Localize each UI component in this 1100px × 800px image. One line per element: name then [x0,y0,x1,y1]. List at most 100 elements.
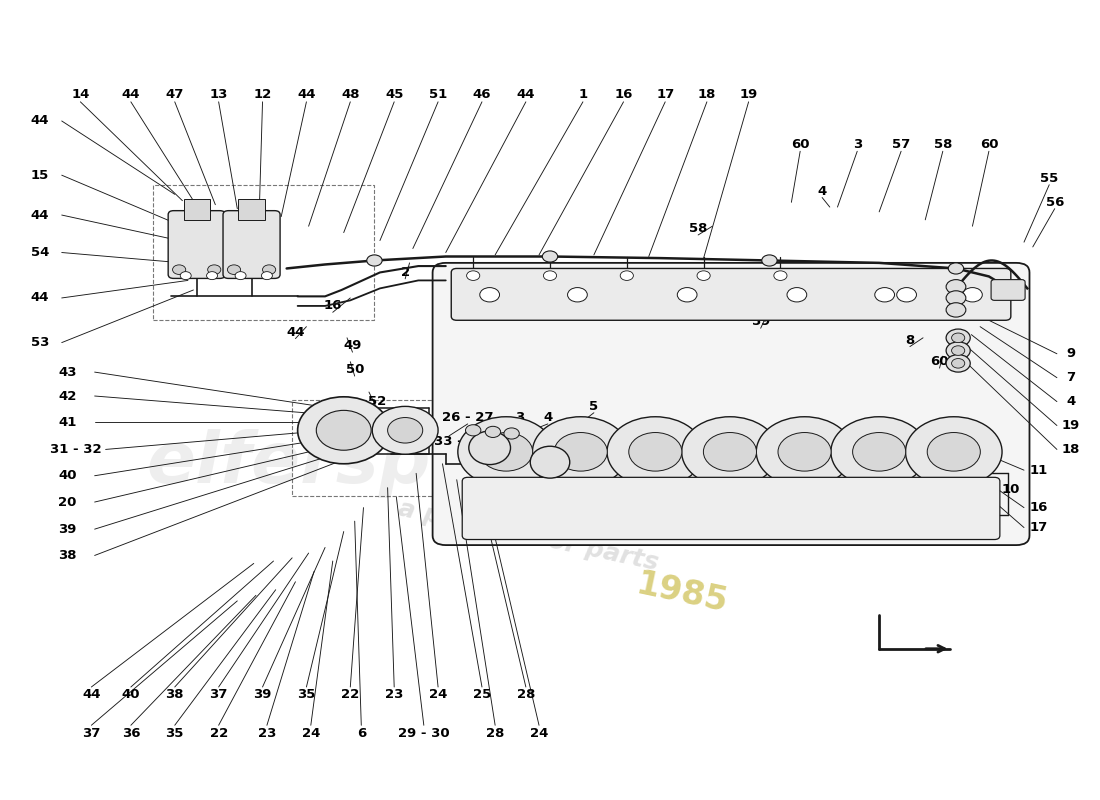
Text: 19: 19 [1063,419,1080,432]
Text: 41: 41 [58,416,76,429]
Text: 11: 11 [1030,464,1047,477]
Circle shape [682,417,778,487]
Text: 53: 53 [31,336,50,349]
Circle shape [786,287,806,302]
Text: 18: 18 [659,467,678,480]
Circle shape [962,287,982,302]
Text: 42: 42 [58,390,76,402]
Text: 6: 6 [356,726,366,740]
Text: 51: 51 [429,88,448,101]
Circle shape [946,329,970,346]
Text: 49: 49 [343,339,362,352]
Circle shape [952,346,965,355]
Text: 58: 58 [689,222,707,235]
Text: 14: 14 [72,88,89,101]
Circle shape [317,410,371,450]
Circle shape [485,426,501,438]
Text: 44: 44 [297,88,316,101]
Circle shape [262,272,273,280]
Text: 26 - 27: 26 - 27 [442,411,494,424]
Circle shape [458,417,554,487]
Circle shape [387,418,422,443]
Text: 40: 40 [58,470,77,482]
Text: 24: 24 [530,726,548,740]
FancyBboxPatch shape [239,199,265,220]
Ellipse shape [469,431,510,465]
Circle shape [952,333,965,342]
Text: 29 - 30: 29 - 30 [398,726,450,740]
Text: 33 - 34: 33 - 34 [434,435,486,448]
Circle shape [480,433,532,471]
Circle shape [235,272,246,280]
FancyBboxPatch shape [451,269,1011,320]
FancyBboxPatch shape [991,280,1025,300]
Text: 5: 5 [590,400,598,413]
Circle shape [466,271,480,281]
Text: 60: 60 [931,355,949,368]
Circle shape [952,358,965,368]
Circle shape [568,287,587,302]
Ellipse shape [530,446,570,478]
Text: 23: 23 [257,726,276,740]
Circle shape [946,354,970,372]
Circle shape [703,433,757,471]
Text: 24: 24 [301,726,320,740]
Text: 3: 3 [515,411,524,424]
Text: a passion for parts: a passion for parts [396,496,660,575]
Text: 10: 10 [1002,482,1020,496]
Text: 36: 36 [122,726,140,740]
Text: 17: 17 [627,459,645,472]
FancyBboxPatch shape [462,478,1000,539]
Text: 56: 56 [1045,196,1064,209]
Circle shape [773,271,786,281]
Circle shape [607,417,704,487]
Text: 37: 37 [209,689,228,702]
Text: 1: 1 [579,88,587,101]
Text: 3: 3 [852,138,861,151]
Text: 9: 9 [1067,347,1076,360]
Circle shape [830,417,927,487]
FancyBboxPatch shape [168,210,225,278]
Text: 38: 38 [58,549,77,562]
FancyBboxPatch shape [432,263,1030,545]
Text: 47: 47 [166,88,184,101]
Text: 16: 16 [681,478,700,490]
Circle shape [372,406,438,454]
Circle shape [946,290,966,305]
Circle shape [896,287,916,302]
Circle shape [263,265,276,274]
FancyBboxPatch shape [223,210,280,278]
Text: 52: 52 [367,395,386,408]
Text: 35: 35 [297,689,316,702]
Circle shape [762,255,777,266]
Text: 16: 16 [1030,501,1047,514]
Circle shape [543,271,557,281]
Circle shape [504,428,519,439]
Text: 60: 60 [791,138,810,151]
Text: 45: 45 [385,88,404,101]
Text: 38: 38 [165,689,184,702]
Text: 36: 36 [356,411,375,424]
Text: 58: 58 [517,478,535,490]
Text: 4: 4 [650,478,659,490]
Text: 31 - 32: 31 - 32 [51,443,102,456]
Circle shape [629,433,682,471]
Text: 44: 44 [517,88,535,101]
Circle shape [208,265,221,274]
Text: 4: 4 [1067,395,1076,408]
Circle shape [852,433,905,471]
Text: 19: 19 [739,88,758,101]
Text: 24: 24 [429,689,448,702]
Text: 1985: 1985 [632,567,730,618]
Circle shape [465,425,481,436]
Text: 44: 44 [31,114,50,127]
Circle shape [480,287,499,302]
Circle shape [757,417,852,487]
Text: 37: 37 [82,726,100,740]
Circle shape [542,251,558,262]
Text: 4: 4 [817,185,827,198]
Text: 60: 60 [980,138,998,151]
Circle shape [366,255,382,266]
Circle shape [228,265,241,274]
Text: 44: 44 [82,689,100,702]
